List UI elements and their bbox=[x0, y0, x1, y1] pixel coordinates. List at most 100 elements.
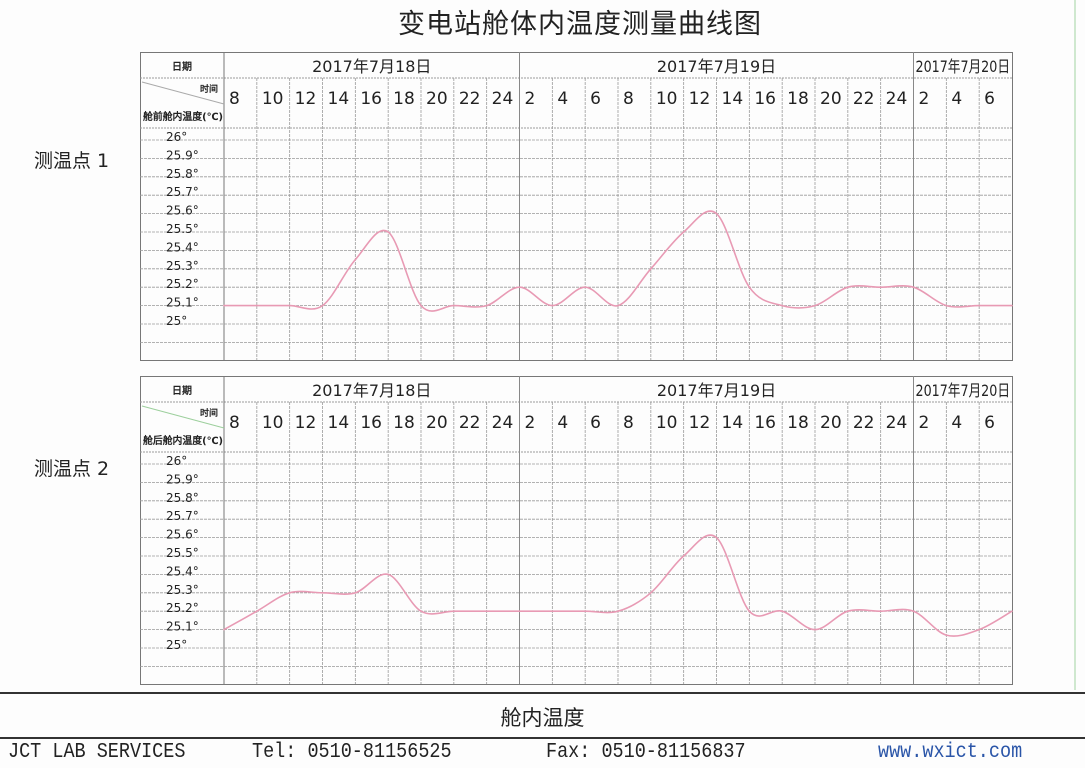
page-edge bbox=[1074, 0, 1076, 690]
data-point bbox=[485, 304, 488, 307]
data-point bbox=[584, 610, 586, 612]
footer-caption: 舱内温度 bbox=[500, 706, 585, 730]
data-point bbox=[1011, 610, 1013, 612]
data-point bbox=[715, 536, 718, 539]
y-tick-label: 25.6° bbox=[166, 204, 199, 218]
data-point bbox=[354, 592, 357, 594]
y-axis-label: 舱前舱内温度(℃) bbox=[143, 110, 223, 123]
x-tick-label: 14 bbox=[722, 413, 744, 433]
x-tick-label: 22 bbox=[853, 413, 875, 433]
data-point bbox=[223, 304, 225, 307]
x-tick-label: 24 bbox=[492, 89, 514, 109]
x-tick-label: 24 bbox=[886, 413, 908, 433]
data-point bbox=[781, 304, 783, 307]
company-name: JCT LAB SERVICES bbox=[8, 741, 186, 764]
data-point bbox=[223, 628, 225, 631]
y-tick-label: 25.4° bbox=[166, 240, 199, 254]
x-tick-label: 6 bbox=[984, 413, 995, 433]
telephone: Tel: 0510-81156525 bbox=[252, 741, 452, 764]
data-point bbox=[387, 231, 389, 233]
x-tick-label: 2 bbox=[919, 413, 930, 433]
y-tick-label: 25.9° bbox=[166, 148, 199, 162]
y-tick-label: 25.3° bbox=[166, 583, 199, 597]
x-tick-label: 2 bbox=[525, 89, 536, 109]
measurement-point-2-label: 测温点 2 bbox=[34, 458, 110, 480]
x-tick-label: 16 bbox=[754, 89, 776, 109]
x-tick-label: 18 bbox=[393, 413, 415, 433]
header-diagonal bbox=[141, 405, 225, 429]
data-point bbox=[682, 555, 685, 557]
x-tick-label: 12 bbox=[689, 413, 711, 433]
data-point bbox=[781, 610, 783, 612]
data-point bbox=[485, 610, 488, 612]
data-point bbox=[748, 610, 751, 612]
x-tick-label: 10 bbox=[656, 89, 678, 109]
data-point bbox=[288, 304, 291, 307]
fax: Fax: 0510-81156837 bbox=[546, 741, 746, 764]
divider bbox=[0, 692, 1085, 694]
data-point bbox=[715, 212, 718, 215]
data-point bbox=[978, 628, 980, 631]
data-point bbox=[912, 286, 915, 288]
x-tick-label: 20 bbox=[820, 413, 842, 433]
x-tick-label: 4 bbox=[557, 413, 568, 433]
x-tick-label: 16 bbox=[754, 413, 776, 433]
x-tick-label: 18 bbox=[393, 89, 415, 109]
x-tick-label: 10 bbox=[262, 89, 284, 109]
x-tick-label: 24 bbox=[492, 413, 514, 433]
y-tick-label: 25.3° bbox=[166, 259, 199, 273]
x-tick-label: 8 bbox=[229, 413, 240, 433]
chart-frame bbox=[140, 376, 1013, 685]
x-tick-label: 18 bbox=[787, 89, 809, 109]
data-point bbox=[814, 304, 816, 307]
data-point bbox=[321, 592, 324, 594]
data-point bbox=[879, 286, 882, 288]
data-point bbox=[617, 304, 619, 307]
data-point bbox=[650, 268, 652, 270]
divider bbox=[0, 737, 1085, 739]
data-point bbox=[945, 304, 948, 307]
data-point bbox=[256, 610, 258, 612]
x-tick-label: 6 bbox=[984, 89, 995, 109]
data-point bbox=[288, 592, 291, 594]
data-point bbox=[387, 573, 389, 576]
data-point bbox=[682, 231, 685, 233]
y-tick-label: 25.8° bbox=[166, 167, 199, 181]
y-tick-label: 25.5° bbox=[166, 546, 199, 560]
x-tick-label: 4 bbox=[951, 413, 962, 433]
data-point bbox=[945, 634, 948, 636]
y-tick-label: 25.7° bbox=[166, 185, 199, 199]
x-tick-label: 14 bbox=[328, 413, 350, 433]
data-point bbox=[617, 610, 619, 612]
x-tick-label: 22 bbox=[853, 89, 875, 109]
date-label: 2017年7月19日 bbox=[657, 57, 776, 76]
x-tick-label: 16 bbox=[360, 413, 382, 433]
time-header: 时间 bbox=[200, 83, 218, 95]
x-tick-label: 2 bbox=[919, 89, 930, 109]
y-tick-label: 25.2° bbox=[166, 277, 199, 291]
y-tick-label: 25.4° bbox=[166, 564, 199, 578]
x-tick-label: 2 bbox=[525, 413, 536, 433]
data-point bbox=[912, 610, 915, 612]
website-link[interactable]: www.wxict.com bbox=[878, 741, 1023, 764]
data-point bbox=[518, 610, 521, 612]
y-tick-label: 25.5° bbox=[166, 222, 199, 236]
date-label: 2017年7月20日 bbox=[916, 381, 1011, 400]
date-label: 2017年7月18日 bbox=[312, 57, 431, 76]
x-tick-label: 22 bbox=[459, 413, 481, 433]
x-tick-label: 12 bbox=[295, 413, 317, 433]
y-tick-label: 25.6° bbox=[166, 528, 199, 542]
x-tick-label: 6 bbox=[590, 89, 601, 109]
data-point bbox=[420, 304, 422, 307]
y-tick-label: 25.1° bbox=[166, 296, 199, 310]
x-tick-label: 20 bbox=[426, 413, 448, 433]
x-tick-label: 20 bbox=[820, 89, 842, 109]
data-point bbox=[256, 304, 258, 307]
x-tick-label: 24 bbox=[886, 89, 908, 109]
y-tick-label: 25.8° bbox=[166, 491, 199, 505]
data-point bbox=[879, 610, 882, 612]
measurement-point-1-label: 测温点 1 bbox=[34, 150, 110, 172]
data-point bbox=[847, 610, 849, 612]
time-header: 时间 bbox=[200, 407, 218, 419]
